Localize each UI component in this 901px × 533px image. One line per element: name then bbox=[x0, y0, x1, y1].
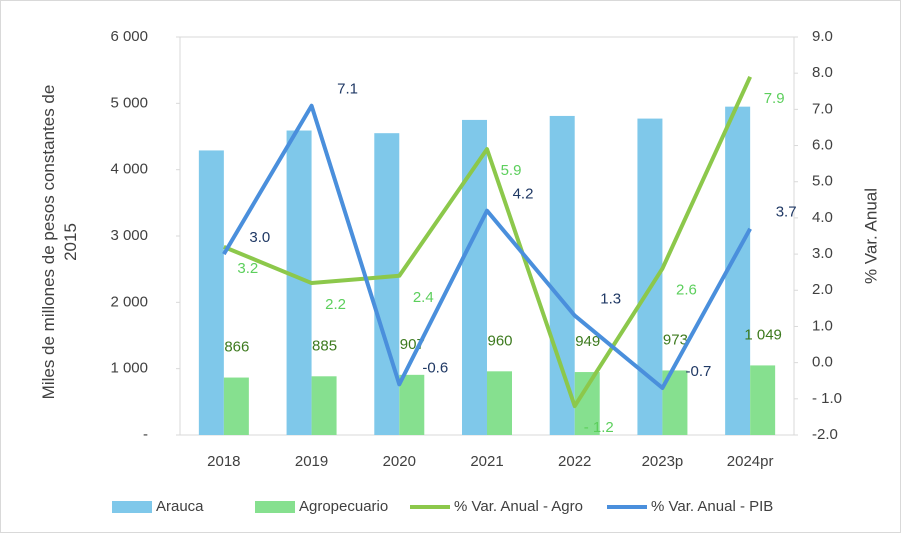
data-label: 4.2 bbox=[513, 186, 534, 203]
y2-axis-title: % Var. Anual bbox=[861, 188, 880, 284]
data-label: 3.0 bbox=[249, 229, 270, 246]
bar bbox=[311, 376, 337, 435]
y-tick-label: 2 000 bbox=[110, 293, 148, 310]
legend-swatch bbox=[112, 501, 152, 513]
y2-tick-label: -2.0 bbox=[812, 426, 838, 443]
data-label: - 1.2 bbox=[584, 419, 614, 436]
data-label: -0.7 bbox=[685, 363, 711, 380]
x-tick-label: 2019 bbox=[295, 453, 328, 470]
bar bbox=[462, 119, 487, 436]
data-label: 2.2 bbox=[325, 296, 346, 313]
data-label: 960 bbox=[487, 332, 512, 349]
y-tick-label: - bbox=[143, 426, 148, 443]
data-label: 949 bbox=[575, 333, 600, 350]
data-label: 1 049 bbox=[744, 326, 782, 343]
bar bbox=[487, 371, 512, 435]
x-tick-label: 2022 bbox=[558, 453, 591, 470]
legend-label: Arauca bbox=[156, 498, 204, 515]
data-label: 5.9 bbox=[501, 162, 522, 179]
bar bbox=[750, 365, 776, 435]
data-label: 3.2 bbox=[237, 260, 258, 277]
data-label: 973 bbox=[663, 331, 688, 348]
line bbox=[222, 103, 752, 390]
legend-label: Agropecuario bbox=[299, 498, 388, 515]
legend-label: % Var. Anual - PIB bbox=[651, 498, 773, 515]
x-tick-label: 2018 bbox=[207, 453, 240, 470]
data-label: -0.6 bbox=[422, 359, 448, 376]
bar bbox=[223, 377, 249, 435]
y-tick-label: 6 000 bbox=[110, 28, 148, 45]
line bbox=[223, 75, 752, 409]
y2-tick-label: - 1.0 bbox=[812, 390, 842, 407]
y2-tick-label: 8.0 bbox=[812, 64, 833, 81]
data-label: 866 bbox=[224, 339, 249, 356]
y-axis-title: Miles de millones de pesos constantes de… bbox=[39, 84, 80, 400]
y2-tick-label: 4.0 bbox=[812, 209, 833, 226]
bar bbox=[574, 372, 600, 435]
y2-tick-label: 2.0 bbox=[812, 281, 833, 298]
x-tick-label: 2020 bbox=[383, 453, 416, 470]
bar bbox=[399, 374, 425, 435]
y-tick-label: 3 000 bbox=[110, 227, 148, 244]
y2-tick-label: 5.0 bbox=[812, 173, 833, 190]
y2-tick-label: 6.0 bbox=[812, 137, 833, 154]
data-label: 2.6 bbox=[676, 282, 697, 299]
y2-tick-label: 7.0 bbox=[812, 100, 833, 117]
data-label: 2.4 bbox=[413, 289, 434, 306]
data-label: 7.1 bbox=[337, 81, 358, 98]
legend-label: % Var. Anual - Agro bbox=[454, 498, 583, 515]
legend-swatch bbox=[255, 501, 295, 513]
y2-tick-label: 1.0 bbox=[812, 317, 833, 334]
y-tick-label: 4 000 bbox=[110, 161, 148, 178]
bar bbox=[198, 150, 224, 435]
bar bbox=[549, 115, 575, 435]
bar bbox=[725, 106, 751, 436]
data-label: 7.9 bbox=[764, 90, 785, 107]
data-label: 885 bbox=[312, 337, 337, 354]
y2-tick-label: 0.0 bbox=[812, 354, 833, 371]
y-tick-label: 1 000 bbox=[110, 360, 148, 377]
data-label: 3.7 bbox=[776, 204, 797, 221]
data-label: 1.3 bbox=[600, 291, 621, 308]
y-tick-label: 5 000 bbox=[110, 94, 148, 111]
x-tick-label: 2023p bbox=[642, 453, 684, 470]
x-tick-label: 2021 bbox=[470, 453, 503, 470]
x-tick-label: 2024pr bbox=[727, 453, 774, 470]
bar bbox=[374, 133, 400, 435]
y2-tick-label: 3.0 bbox=[812, 245, 833, 262]
y2-tick-label: 9.0 bbox=[812, 28, 833, 45]
